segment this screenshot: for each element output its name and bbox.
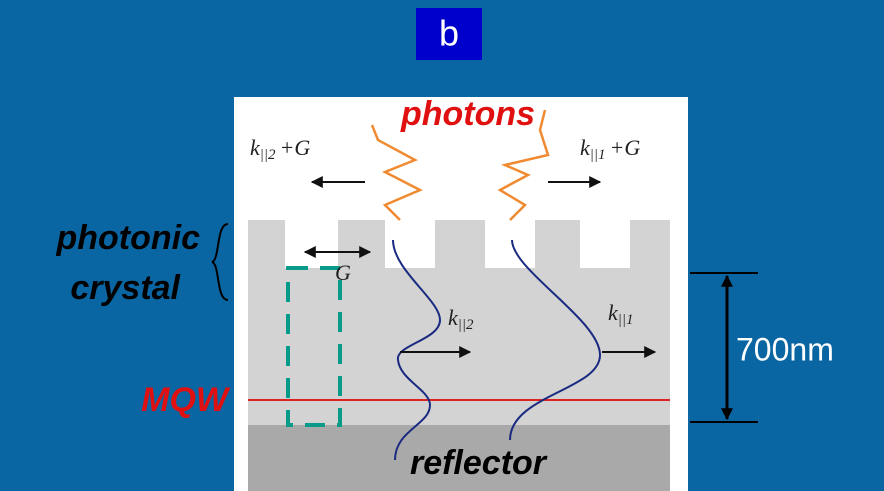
mqw-label: MQW (141, 381, 231, 419)
label-part: ||1 (590, 147, 606, 163)
k-label: k||2+G (250, 135, 310, 163)
label-part: +G (610, 135, 641, 160)
diagram: b G k||2+G k||1+G k||2 k||1 photons phot… (0, 0, 884, 491)
panel-label: b (439, 13, 459, 54)
k-label: k||1+G (580, 135, 640, 163)
label-part: ||1 (618, 312, 634, 328)
thickness-label: 700nm (736, 331, 834, 367)
brace (212, 224, 228, 300)
crystal-label: crystal (70, 269, 181, 307)
photons-label: photons (400, 95, 535, 133)
g-label: G (335, 260, 351, 285)
photonic-label: photonic (55, 219, 200, 257)
label-part: +G (280, 135, 311, 160)
label-part: ||2 (458, 317, 474, 333)
label-part: ||2 (260, 147, 276, 163)
reflector-label: reflector (410, 444, 548, 482)
